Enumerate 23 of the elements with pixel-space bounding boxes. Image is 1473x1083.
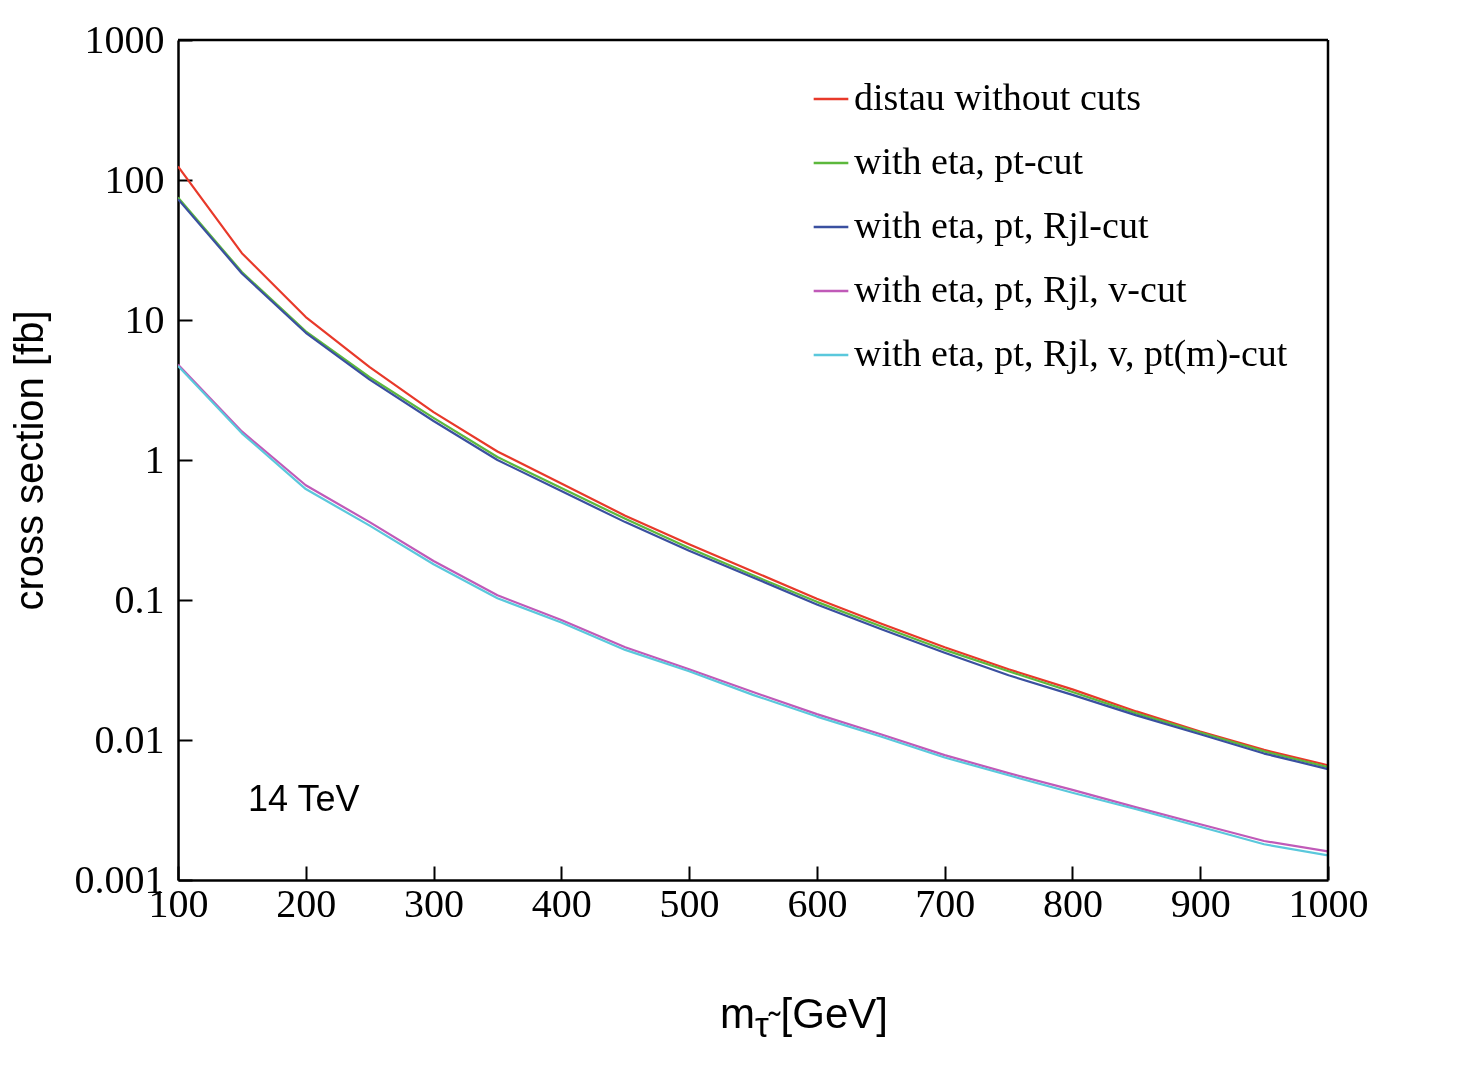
x-tick-label: 800 [1042, 880, 1103, 926]
legend-label: with eta, pt, Rjl, v, pt(m)-cut [854, 332, 1288, 375]
x-tick-label: 700 [915, 880, 976, 926]
y-axis-title: cross section [fb] [6, 310, 51, 611]
legend-label: with eta, pt, Rjl, v-cut [854, 268, 1187, 310]
x-tick-label: 400 [531, 880, 592, 926]
y-tick-label: 1 [144, 436, 165, 482]
x-tick-label: 300 [404, 880, 465, 926]
x-tick-label: 600 [787, 880, 848, 926]
legend-label: distau without cuts [854, 76, 1142, 118]
x-tick-label: 500 [659, 880, 720, 926]
annotation: 14 TeV [248, 778, 360, 819]
y-tick-label: 1000 [84, 16, 165, 62]
x-tick-label: 1000 [1288, 880, 1369, 926]
x-axis-title: m$_{τ̃}$ [GeV] [719, 990, 889, 1046]
y-tick-label: 0.1 [114, 576, 165, 622]
legend-label: with eta, pt-cut [854, 140, 1084, 182]
legend-label: with eta, pt, Rjl-cut [854, 204, 1149, 246]
x-tick-label: 200 [276, 880, 337, 926]
y-tick-label: 10 [124, 296, 165, 342]
x-tick-label: 900 [1170, 880, 1231, 926]
y-tick-label: 0.01 [94, 716, 165, 762]
y-tick-label: 100 [104, 156, 165, 202]
